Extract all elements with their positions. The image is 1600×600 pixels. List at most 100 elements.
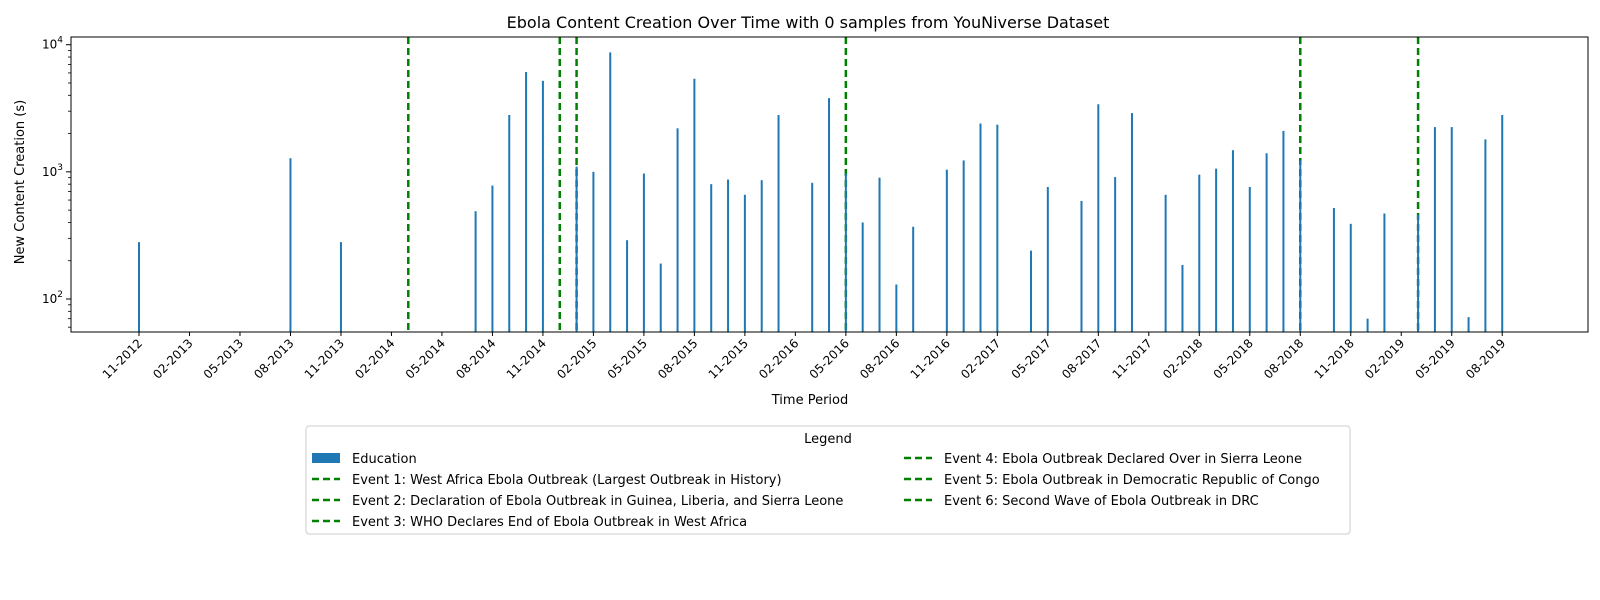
bar bbox=[1417, 214, 1420, 332]
bar bbox=[962, 160, 965, 332]
x-tick-label: 08-2017 bbox=[1059, 336, 1104, 381]
chart-title: Ebola Content Creation Over Time with 0 … bbox=[507, 13, 1110, 32]
bar bbox=[861, 222, 864, 332]
bar bbox=[1164, 194, 1167, 332]
bar bbox=[659, 263, 662, 332]
bar bbox=[828, 98, 831, 332]
bar bbox=[1215, 168, 1218, 332]
bar bbox=[878, 177, 881, 332]
x-tick-label: 05-2018 bbox=[1211, 336, 1256, 381]
bar bbox=[1097, 104, 1100, 332]
legend-entries: Education Event 1: West Africa Ebola Outb… bbox=[312, 452, 1320, 530]
x-tick-label: 08-2018 bbox=[1261, 336, 1306, 381]
bar bbox=[1080, 200, 1083, 332]
x-tick-label: 11-2014 bbox=[504, 336, 549, 381]
x-tick-label: 08-2016 bbox=[857, 336, 902, 381]
legend-title: Legend bbox=[804, 432, 852, 447]
x-tick-label: 08-2019 bbox=[1463, 336, 1508, 381]
x-tick-label: 11-2015 bbox=[706, 336, 751, 381]
x-tick-label: 11-2016 bbox=[908, 336, 953, 381]
x-tick-label: 05-2015 bbox=[605, 336, 650, 381]
x-tick-label: 11-2017 bbox=[1110, 336, 1155, 381]
bar bbox=[844, 173, 847, 332]
bar bbox=[1248, 187, 1251, 332]
x-tick-label: 05-2016 bbox=[807, 336, 852, 381]
bar bbox=[1130, 113, 1133, 332]
bar bbox=[676, 128, 679, 332]
bar bbox=[912, 226, 915, 332]
bar bbox=[1231, 150, 1234, 332]
bar bbox=[491, 185, 494, 332]
legend-swatch bbox=[312, 453, 340, 463]
y-tick-label: 102 bbox=[42, 290, 63, 306]
x-tick-label: 02-2015 bbox=[554, 336, 599, 381]
legend: Legend Education Event 1: West Africa Ebo… bbox=[305, 425, 1351, 535]
legend-label: Event 5: Ebola Outbreak in Democratic Re… bbox=[944, 473, 1320, 488]
x-tick-label: 08-2015 bbox=[655, 336, 700, 381]
x-tick-label: 02-2014 bbox=[352, 336, 397, 381]
x-tick-label: 02-2019 bbox=[1362, 336, 1407, 381]
legend-label: Event 4: Ebola Outbreak Declared Over in… bbox=[944, 452, 1302, 467]
x-tick-label: 05-2019 bbox=[1413, 336, 1458, 381]
bar bbox=[743, 194, 746, 332]
x-tick-label: 11-2013 bbox=[302, 336, 347, 381]
bar bbox=[626, 240, 629, 332]
bar bbox=[760, 180, 763, 332]
bar bbox=[508, 115, 511, 332]
legend-label: Education bbox=[352, 452, 417, 467]
legend-label: Event 2: Declaration of Ebola Outbreak i… bbox=[352, 494, 843, 509]
bar bbox=[1484, 139, 1487, 332]
legend-label: Event 3: WHO Declares End of Ebola Outbr… bbox=[352, 515, 747, 530]
x-tick-label: 11-2018 bbox=[1312, 336, 1357, 381]
bar bbox=[1114, 177, 1117, 332]
x-tick-label: 02-2013 bbox=[150, 336, 195, 381]
bar bbox=[1467, 317, 1470, 332]
bar bbox=[575, 166, 578, 332]
x-tick-label: 08-2014 bbox=[453, 336, 498, 381]
bar bbox=[996, 124, 999, 333]
bar bbox=[289, 158, 292, 332]
bar bbox=[1383, 213, 1386, 332]
bar bbox=[609, 52, 612, 332]
x-tick-label: 02-2018 bbox=[1160, 336, 1205, 381]
x-tick-label: 02-2017 bbox=[958, 336, 1003, 381]
bar bbox=[642, 173, 645, 332]
bar bbox=[1181, 265, 1184, 332]
bar bbox=[1433, 127, 1436, 332]
bar bbox=[1198, 174, 1201, 332]
y-axis-label: New Content Creation (s) bbox=[13, 100, 28, 264]
legend-label: Event 6: Second Wave of Ebola Outbreak i… bbox=[944, 494, 1259, 509]
bar bbox=[710, 184, 713, 332]
legend-label: Event 1: West Africa Ebola Outbreak (Lar… bbox=[352, 473, 782, 488]
bar bbox=[474, 211, 477, 332]
bar bbox=[811, 182, 814, 332]
bar bbox=[1450, 127, 1453, 332]
bar bbox=[1501, 115, 1504, 332]
x-tick-label: 11-2012 bbox=[100, 336, 145, 381]
bar bbox=[592, 171, 595, 332]
y-tick-label: 103 bbox=[42, 163, 63, 179]
bar bbox=[1299, 160, 1302, 332]
bar bbox=[138, 242, 140, 332]
bar bbox=[693, 78, 696, 333]
bar bbox=[1282, 130, 1285, 332]
y-tick-label: 104 bbox=[42, 36, 63, 52]
bar bbox=[1046, 187, 1049, 332]
bar bbox=[979, 123, 982, 332]
legend-box bbox=[305, 425, 1351, 535]
bar bbox=[1332, 207, 1335, 332]
bar bbox=[945, 169, 948, 332]
bar bbox=[1265, 153, 1268, 332]
bar bbox=[777, 115, 780, 332]
x-tick-label: 05-2017 bbox=[1009, 336, 1054, 381]
x-tick-label: 08-2013 bbox=[251, 336, 296, 381]
bar bbox=[525, 72, 528, 332]
bar bbox=[541, 80, 544, 332]
bar bbox=[1366, 318, 1369, 332]
bar bbox=[727, 179, 730, 332]
bar bbox=[1349, 223, 1352, 332]
x-axis-label: Time Period bbox=[771, 393, 848, 408]
x-tick-label: 05-2014 bbox=[403, 336, 448, 381]
bar bbox=[339, 242, 342, 332]
